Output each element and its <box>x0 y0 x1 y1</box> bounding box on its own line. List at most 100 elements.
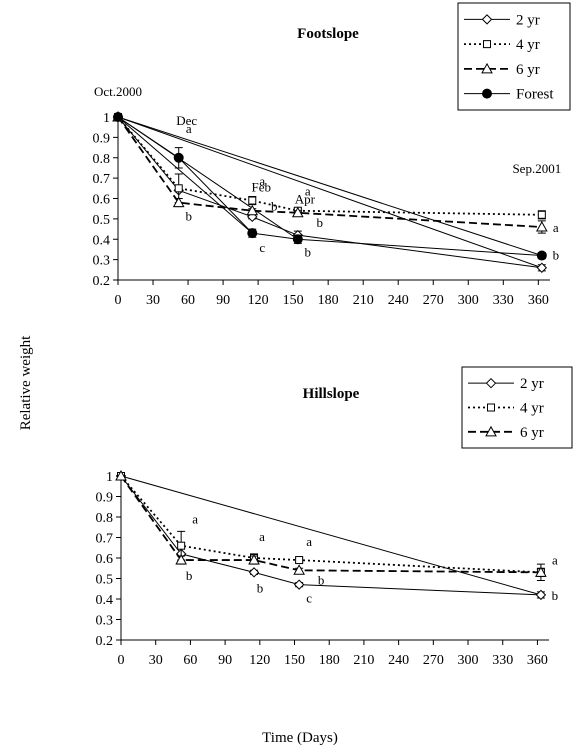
hillslope-x-tick-label: 150 <box>284 653 305 668</box>
hillslope-series-4yr-line <box>120 475 541 574</box>
footslope-direct-line <box>117 116 542 257</box>
footslope-legend-box <box>457 2 571 111</box>
hillslope-significance-letter: a <box>552 552 558 567</box>
hillslope-chart: Hillslope 0.2 0.3 0.4 0.5 0.6 0.7 0.8 0.9 1 0 30 60 9… <box>96 366 573 668</box>
footslope-series-6yr-point <box>291 206 304 218</box>
footslope-series-4yr-point <box>248 196 257 205</box>
footslope-y-tick-label: 1 <box>103 111 110 126</box>
footslope-x-tick-label: 300 <box>458 293 479 308</box>
figure-x-axis-label: Time (Days) <box>262 730 338 746</box>
hillslope-title: Hillslope <box>303 386 360 402</box>
footslope-significance-letter: a <box>259 174 265 189</box>
hillslope-x-tick-label: 180 <box>319 653 340 668</box>
hillslope-significance-letter: b <box>552 588 559 603</box>
hillslope-series-6yr-point <box>535 566 547 577</box>
footslope-series-forest-point <box>536 250 547 261</box>
footslope-legend-forest-marker <box>482 88 492 99</box>
footslope-y-tick-label: 0.3 <box>93 254 111 269</box>
footslope-significance-letter: b <box>271 199 278 214</box>
footslope-series-forest-point <box>247 228 258 239</box>
hillslope-series-4yr-point <box>295 556 304 565</box>
footslope-x-tick-label: 360 <box>528 293 549 308</box>
footslope-significance-letter: a <box>553 220 559 235</box>
hillslope-series-2yr-point <box>535 589 547 601</box>
footslope-significance-letter: b <box>305 244 312 259</box>
footslope-significance-letter: a <box>186 121 192 136</box>
hillslope-significance-letter: b <box>186 568 193 583</box>
footslope-y-tick-label: 0.7 <box>93 172 111 187</box>
footslope-series-forest-point <box>113 112 123 122</box>
hillslope-legend-4yr-label: 4 yr <box>520 401 544 417</box>
footslope-y-tick-label: 0.8 <box>93 152 111 167</box>
footslope-legend: 2 yr 4 yr 6 yr Forest <box>457 2 571 111</box>
footslope-series-4yr-line <box>117 116 542 216</box>
footslope-title: Footslope <box>297 26 359 42</box>
hillslope-y-tick-label: 0.4 <box>96 593 114 608</box>
footslope-x-tick-label: 30 <box>146 293 160 308</box>
footslope-date-label: Feb <box>252 180 272 195</box>
hillslope-significance-letter: c <box>306 591 312 606</box>
hillslope-y-tick-label: 0.2 <box>96 634 114 649</box>
footslope-x-tick-label: 270 <box>423 293 444 308</box>
hillslope-y-tick-label: 0.6 <box>96 552 114 567</box>
footslope-series-forest-point <box>292 234 303 245</box>
footslope-y-tick-label: 0.4 <box>93 233 111 248</box>
hillslope-legend-6yr-label: 6 yr <box>520 425 544 441</box>
hillslope-x-tick-label: 120 <box>249 653 270 668</box>
footslope-series-2yr-point <box>536 262 548 273</box>
footslope-x-tick-label: 240 <box>388 293 409 308</box>
footslope-x-tick-label: 60 <box>181 293 195 308</box>
hillslope-x-tick-label: 210 <box>353 653 374 668</box>
footslope-significance-letter: b <box>553 248 560 263</box>
footslope-legend-2yr-label: 2 yr <box>516 12 540 28</box>
footslope-y-tick-label: 0.2 <box>93 274 111 289</box>
hillslope-significance-letter: a <box>192 512 198 527</box>
footslope-x-tick-label: 150 <box>283 293 304 308</box>
footslope-y-tick-label: 0.5 <box>93 213 111 228</box>
footslope-y-tick-label: 0.9 <box>93 131 111 146</box>
hillslope-series-6yr-line <box>120 475 541 574</box>
hillslope-x-tick-label: 240 <box>388 653 409 668</box>
hillslope-x-tick-label: 60 <box>183 653 197 668</box>
hillslope-significance-letter: b <box>257 580 264 595</box>
footslope-direct-line <box>117 116 253 234</box>
hillslope-x-tick-label: 360 <box>527 653 548 668</box>
footslope-series-forest-point <box>173 152 184 163</box>
hillslope-series-6yr-point <box>248 554 260 565</box>
hillslope-y-tick-label: 0.3 <box>96 614 114 629</box>
hillslope-legend-4yr-marker <box>487 403 495 412</box>
hillslope-y-tick-label: 0.9 <box>96 491 114 506</box>
hillslope-series-4yr-point <box>177 541 186 550</box>
footslope-x-tick-label: 90 <box>216 293 230 308</box>
hillslope-y-tick-label: 0.5 <box>96 573 114 588</box>
footslope-legend-forest-label: Forest <box>516 87 554 103</box>
hillslope-legend-2yr-marker <box>485 377 497 389</box>
hillslope-y-tick-label: 0.7 <box>96 532 114 547</box>
footslope-significance-letter: b <box>185 209 192 224</box>
hillslope-legend-6yr-marker <box>485 425 497 437</box>
hillslope-y-tick-label: 1 <box>106 470 113 485</box>
footslope-series-6yr-point <box>246 204 259 216</box>
footslope-significance-letter: c <box>259 240 265 255</box>
hillslope-significance-letter: a <box>306 534 312 549</box>
hillslope-series-6yr-point <box>293 564 305 575</box>
footslope-series-6yr-point <box>535 220 548 232</box>
hillslope-series-2yr-point <box>293 579 305 590</box>
footslope-series-6yr-line <box>117 116 542 228</box>
footslope-direct-line <box>117 116 542 269</box>
footslope-date-label: Apr <box>295 192 316 207</box>
footslope-legend-6yr-marker <box>481 62 493 74</box>
hillslope-significance-letter: b <box>318 572 325 587</box>
hillslope-x-tick-label: 300 <box>458 653 479 668</box>
hillslope-legend-2yr-label: 2 yr <box>520 376 544 392</box>
footslope-series-6yr-point <box>172 196 185 208</box>
hillslope-significance-letter: a <box>259 529 265 544</box>
footslope-y-tick-label: 0.6 <box>93 193 111 208</box>
hillslope-series-2yr-point <box>248 567 260 578</box>
hillslope-x-tick-label: 90 <box>218 653 232 668</box>
footslope-x-tick-label: 330 <box>493 293 514 308</box>
hillslope-x-tick-label: 270 <box>423 653 444 668</box>
hillslope-series-6yr-point <box>115 469 127 481</box>
hillslope-x-tick-label: 30 <box>149 653 163 668</box>
footslope-date-label: Oct.2000 <box>94 84 142 99</box>
